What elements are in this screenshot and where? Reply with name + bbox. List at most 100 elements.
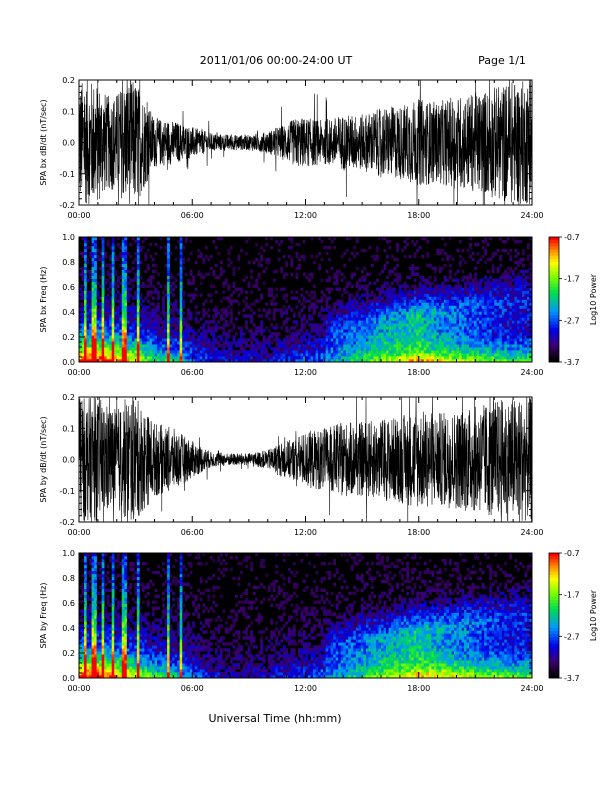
spectrogram-cell bbox=[202, 311, 206, 315]
spectrogram-cell bbox=[343, 323, 347, 327]
spectrogram-cell bbox=[350, 302, 354, 306]
spectrogram-cell bbox=[237, 356, 241, 360]
spectrogram-cell bbox=[386, 359, 389, 363]
spectrogram-cell bbox=[428, 341, 432, 345]
spectrogram-cell bbox=[398, 314, 402, 318]
spectrogram-cell bbox=[333, 281, 336, 285]
spectrogram-cell bbox=[453, 353, 457, 357]
spectrogram-cell bbox=[172, 350, 175, 354]
colorbar-segment bbox=[549, 290, 559, 294]
spectrogram-cell bbox=[313, 296, 316, 300]
colorbar-segment bbox=[549, 355, 559, 360]
spectrogram-cell bbox=[323, 350, 326, 354]
spectrogram-cell bbox=[338, 302, 342, 306]
spectrogram-cell bbox=[116, 332, 120, 336]
spectrogram-cell bbox=[403, 287, 407, 291]
spectrogram-cell bbox=[167, 237, 170, 241]
spectrogram-cell bbox=[481, 341, 485, 345]
spectrogram-cell bbox=[141, 353, 145, 357]
spectrogram-cell bbox=[413, 344, 417, 348]
spectrogram-cell bbox=[416, 305, 420, 309]
spectrogram-cell bbox=[350, 332, 354, 336]
spectrogram-cell bbox=[526, 347, 530, 351]
spectrogram-cell bbox=[272, 311, 276, 315]
spectrogram-cell bbox=[511, 344, 515, 348]
spectrogram-cell bbox=[408, 326, 412, 330]
spectrogram-cell bbox=[310, 341, 314, 345]
spectrogram-cell bbox=[393, 350, 397, 354]
y-tick-label: 0.0 bbox=[62, 139, 75, 148]
spectrogram-cell bbox=[416, 293, 420, 297]
spectrogram-cell bbox=[496, 302, 500, 306]
spectrogram-cell bbox=[265, 311, 269, 315]
spectrogram-cell bbox=[81, 308, 85, 312]
spectrogram-cell bbox=[375, 314, 379, 318]
spectrogram-cell bbox=[124, 266, 128, 271]
spectrogram-cell bbox=[524, 347, 528, 351]
spectrogram-cell bbox=[179, 302, 183, 306]
spectrogram-cell bbox=[479, 356, 482, 360]
spectrogram-cell bbox=[149, 341, 153, 345]
spectrogram-cell bbox=[265, 341, 269, 345]
spectrogram-cell bbox=[426, 323, 430, 327]
spectrogram-cell bbox=[504, 344, 508, 348]
spectrogram-cell bbox=[353, 347, 357, 351]
spectrogram-cell bbox=[464, 359, 467, 363]
spectrogram-cell bbox=[408, 302, 412, 306]
spectrogram-cell bbox=[240, 350, 243, 354]
spectrogram-cell bbox=[511, 287, 515, 291]
spectrogram-cell bbox=[217, 335, 221, 339]
spectrogram-cell bbox=[219, 272, 223, 276]
spectrogram-cell bbox=[491, 284, 495, 288]
spectrogram-cell bbox=[511, 272, 515, 276]
spectrogram-cell bbox=[252, 353, 256, 357]
spectrogram-cell bbox=[403, 314, 407, 318]
spectrogram-cell bbox=[101, 359, 105, 363]
spectrogram-cell bbox=[496, 278, 500, 282]
spectrogram-cell bbox=[194, 356, 198, 360]
spectrogram-cell bbox=[443, 338, 447, 342]
spectrogram-cell bbox=[131, 356, 135, 360]
spectrogram-cell bbox=[521, 257, 525, 262]
spectrogram-cell bbox=[466, 296, 470, 300]
spectrogram-cell bbox=[464, 296, 467, 300]
spectrogram-cell bbox=[464, 329, 467, 333]
spectrogram-cell bbox=[438, 329, 442, 333]
spectrogram-cell bbox=[94, 257, 97, 262]
spectrogram-cell bbox=[451, 308, 455, 312]
spectrogram-cell bbox=[96, 332, 100, 336]
spectrogram-cell bbox=[330, 320, 334, 324]
spectrogram-cell bbox=[101, 248, 105, 253]
spectrogram-cell bbox=[116, 314, 120, 318]
spectrogram-cell bbox=[338, 359, 342, 363]
spectrogram-cell bbox=[474, 281, 477, 285]
spectrogram-cell bbox=[446, 335, 450, 339]
spectrogram-cell bbox=[340, 359, 344, 363]
spectrogram-cell bbox=[499, 359, 503, 363]
spectrogram-cell bbox=[348, 281, 352, 285]
spectrogram-cell bbox=[516, 332, 520, 336]
spectrogram-cell bbox=[489, 287, 493, 291]
spectrogram-cell bbox=[126, 326, 130, 330]
spectrogram-cell bbox=[398, 341, 402, 345]
spectrogram-cell bbox=[325, 317, 329, 321]
spectrogram-cell bbox=[519, 332, 523, 336]
spectrogram-cell bbox=[421, 338, 425, 342]
spectrogram-cell bbox=[428, 314, 432, 318]
colorbar-segment bbox=[549, 340, 559, 344]
x-tick-label: 24:00 bbox=[520, 211, 543, 220]
spectrogram-cell bbox=[446, 341, 450, 345]
spectrogram-cell bbox=[413, 272, 417, 276]
spectrogram-cell bbox=[194, 350, 198, 354]
spectrogram-cell bbox=[227, 332, 231, 336]
spectrogram-cell bbox=[521, 353, 525, 357]
spectrogram-cell bbox=[275, 239, 279, 244]
spectrogram-cell bbox=[84, 257, 87, 262]
spectrogram-cell bbox=[302, 305, 306, 309]
spectrogram-cell bbox=[423, 350, 427, 354]
spectrogram-cell bbox=[335, 356, 339, 360]
spectrogram-cell bbox=[182, 332, 185, 336]
spectrogram-cell bbox=[471, 332, 475, 336]
spectrogram-cell bbox=[438, 338, 442, 342]
spectrogram-cell bbox=[79, 660, 82, 664]
